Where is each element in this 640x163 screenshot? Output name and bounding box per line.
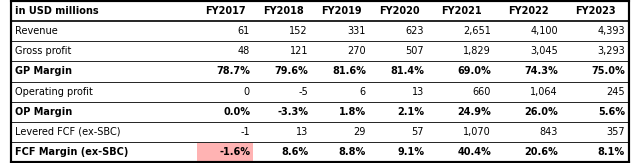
Text: FY2018: FY2018	[262, 6, 303, 16]
Text: FY2023: FY2023	[575, 6, 616, 16]
Text: 79.6%: 79.6%	[275, 67, 308, 76]
Text: 69.0%: 69.0%	[457, 67, 491, 76]
Text: -1.6%: -1.6%	[219, 147, 250, 157]
Text: OP Margin: OP Margin	[15, 107, 72, 117]
Text: 1,064: 1,064	[531, 87, 558, 96]
Text: 20.6%: 20.6%	[524, 147, 558, 157]
Text: Levered FCF (ex-SBC): Levered FCF (ex-SBC)	[15, 127, 120, 137]
Text: 48: 48	[237, 46, 250, 56]
Text: FY2021: FY2021	[441, 6, 482, 16]
Bar	[11, 82, 629, 102]
Text: 623: 623	[406, 26, 424, 36]
Text: 78.7%: 78.7%	[216, 67, 250, 76]
Text: 660: 660	[472, 87, 491, 96]
Text: 245: 245	[606, 87, 625, 96]
Text: 29: 29	[354, 127, 366, 137]
Text: 9.1%: 9.1%	[397, 147, 424, 157]
Bar	[11, 142, 629, 162]
Text: 13: 13	[296, 127, 308, 137]
Text: 152: 152	[289, 26, 308, 36]
Text: 81.4%: 81.4%	[390, 67, 424, 76]
Text: Operating profit: Operating profit	[15, 87, 93, 96]
Text: 270: 270	[348, 46, 366, 56]
Text: 2,651: 2,651	[463, 26, 491, 36]
Text: 24.9%: 24.9%	[457, 107, 491, 117]
Text: 26.0%: 26.0%	[524, 107, 558, 117]
Text: 40.4%: 40.4%	[457, 147, 491, 157]
Text: in USD millions: in USD millions	[15, 6, 99, 16]
Text: GP Margin: GP Margin	[15, 67, 72, 76]
Text: 61: 61	[237, 26, 250, 36]
Text: FY2019: FY2019	[321, 6, 362, 16]
Text: 121: 121	[289, 46, 308, 56]
Bar	[11, 21, 629, 41]
Text: 3,293: 3,293	[597, 46, 625, 56]
Text: 81.6%: 81.6%	[332, 67, 366, 76]
Text: FCF Margin (ex-SBC): FCF Margin (ex-SBC)	[15, 147, 129, 157]
Text: 74.3%: 74.3%	[524, 67, 558, 76]
Text: 1.8%: 1.8%	[339, 107, 366, 117]
Text: 357: 357	[606, 127, 625, 137]
Text: 4,393: 4,393	[597, 26, 625, 36]
Text: 1,829: 1,829	[463, 46, 491, 56]
Bar	[11, 122, 629, 142]
Text: FY2022: FY2022	[508, 6, 549, 16]
Text: 8.8%: 8.8%	[339, 147, 366, 157]
Text: 4,100: 4,100	[531, 26, 558, 36]
Text: 8.6%: 8.6%	[281, 147, 308, 157]
Text: 507: 507	[405, 46, 424, 56]
Text: 843: 843	[540, 127, 558, 137]
Text: 13: 13	[412, 87, 424, 96]
Text: 75.0%: 75.0%	[591, 67, 625, 76]
Bar	[197, 143, 253, 161]
Text: 0.0%: 0.0%	[223, 107, 250, 117]
Text: Revenue: Revenue	[15, 26, 58, 36]
Text: FY2020: FY2020	[379, 6, 419, 16]
Text: 2.1%: 2.1%	[397, 107, 424, 117]
Text: 57: 57	[412, 127, 424, 137]
Text: Gross profit: Gross profit	[15, 46, 72, 56]
Bar	[11, 1, 629, 21]
Text: 8.1%: 8.1%	[598, 147, 625, 157]
Text: -3.3%: -3.3%	[277, 107, 308, 117]
Bar	[11, 102, 629, 122]
Bar	[11, 61, 629, 82]
Text: 0: 0	[244, 87, 250, 96]
Text: FY2017: FY2017	[205, 6, 245, 16]
Text: 331: 331	[348, 26, 366, 36]
Bar	[11, 41, 629, 61]
Text: 5.6%: 5.6%	[598, 107, 625, 117]
Text: -1: -1	[241, 127, 250, 137]
Text: -5: -5	[298, 87, 308, 96]
Text: 6: 6	[360, 87, 366, 96]
Text: 1,070: 1,070	[463, 127, 491, 137]
Text: 3,045: 3,045	[531, 46, 558, 56]
